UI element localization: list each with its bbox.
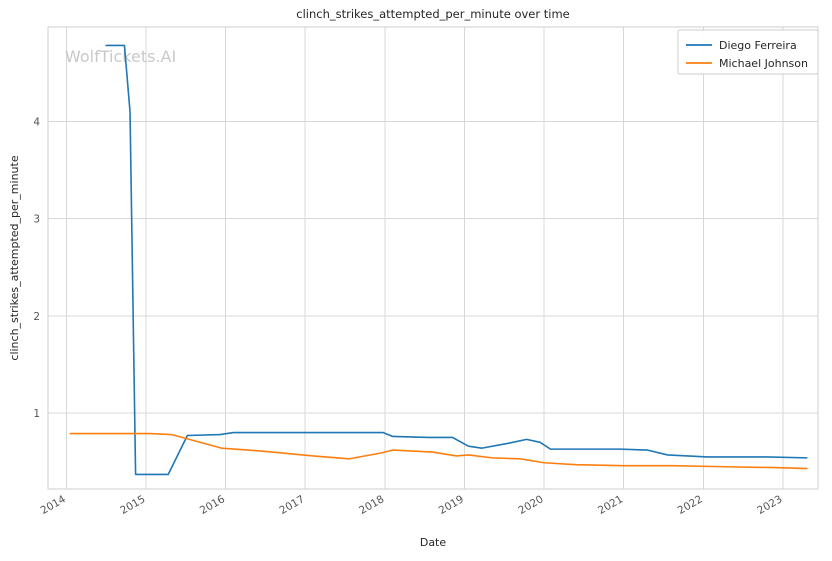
x-axis-label: Date — [420, 536, 447, 549]
legend-label-michael-johnson: Michael Johnson — [719, 57, 808, 70]
y-tick-label: 4 — [33, 116, 40, 128]
y-tick-label: 1 — [33, 408, 40, 420]
series-line-diego-ferreira — [105, 44, 808, 476]
watermark-label: WolfTickets.AI — [65, 47, 176, 66]
y-axis-label: clinch_strikes_attempted_per_minute — [8, 155, 21, 360]
chart-legend[interactable]: Diego Ferreira Michael Johnson — [677, 29, 819, 75]
chart-title: clinch_strikes_attempted_per_minute over… — [296, 7, 569, 21]
legend-background — [677, 29, 819, 75]
y-tick-labels: 1 2 3 4 — [33, 116, 40, 420]
legend-label-diego-ferreira: Diego Ferreira — [719, 39, 797, 52]
y-tick-label: 2 — [33, 311, 40, 323]
x-gridlines — [65, 27, 784, 489]
y-gridlines — [48, 120, 818, 414]
series-line-michael-johnson — [69, 432, 808, 470]
plot-background — [48, 27, 818, 489]
plot-border — [47, 26, 819, 490]
series-lines — [69, 44, 808, 476]
y-tick-label: 3 — [33, 214, 40, 226]
